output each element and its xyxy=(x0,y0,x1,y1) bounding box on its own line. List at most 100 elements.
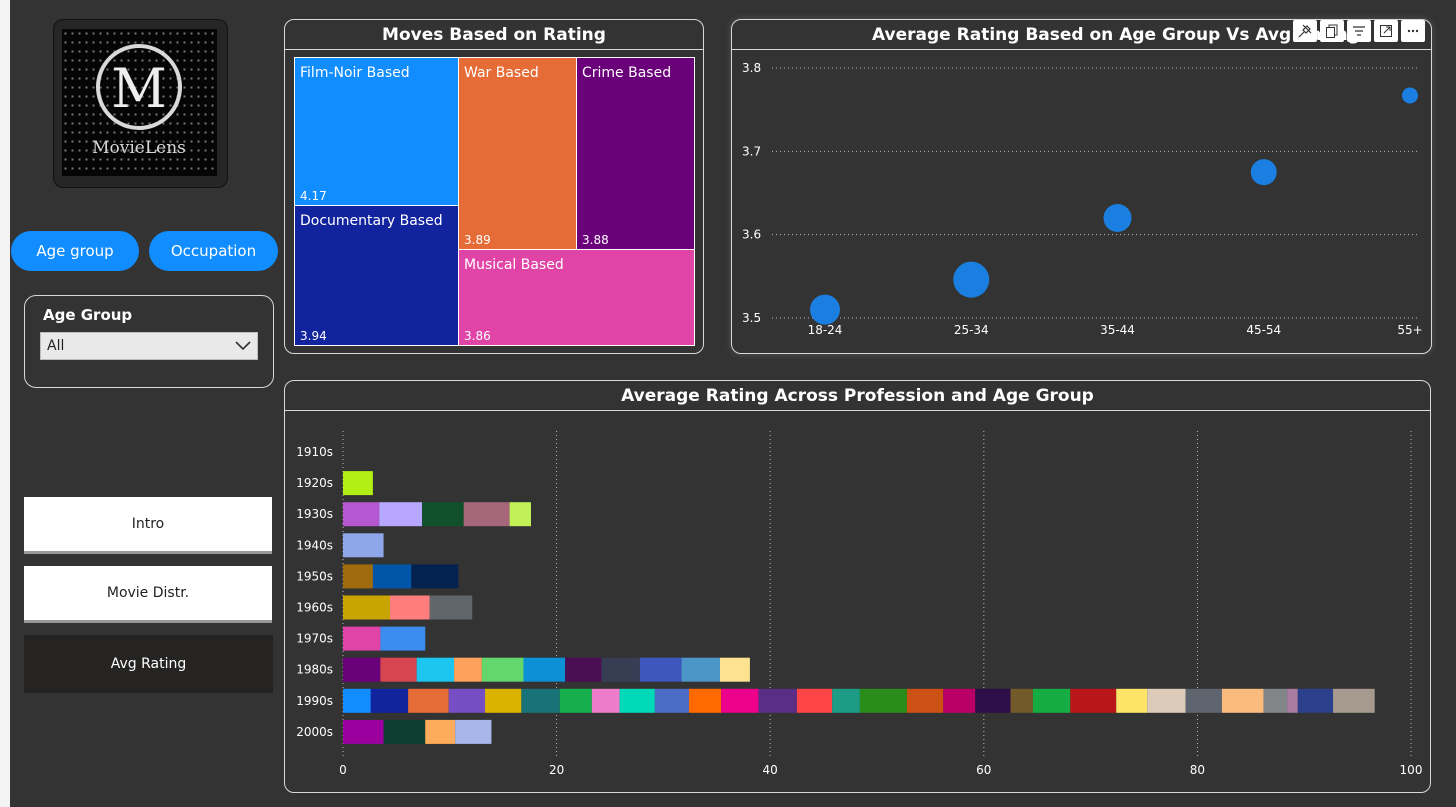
scatter-point[interactable] xyxy=(1402,87,1418,104)
bar-segment[interactable] xyxy=(380,657,417,682)
bar-segment[interactable] xyxy=(565,657,602,682)
bar-segment[interactable] xyxy=(681,657,721,682)
bar-segment[interactable] xyxy=(1221,688,1264,713)
bar-segment[interactable] xyxy=(422,502,464,527)
bar-segment[interactable] xyxy=(1185,688,1222,713)
logo-ring xyxy=(96,44,182,130)
age-group-dropdown[interactable]: All xyxy=(40,332,258,360)
nav-intro-button[interactable]: Intro xyxy=(24,497,272,554)
bar-segment[interactable] xyxy=(1147,688,1186,713)
bar-segment[interactable] xyxy=(448,688,486,713)
scatter-point[interactable] xyxy=(1250,159,1277,186)
scatter-x-tick: 25-34 xyxy=(954,323,989,337)
bar-segment[interactable] xyxy=(721,688,759,713)
bar-segment[interactable] xyxy=(832,688,860,713)
bar-segment[interactable] xyxy=(416,657,455,682)
bar-segment[interactable] xyxy=(1116,688,1148,713)
nav-avg-rating-button[interactable]: Avg Rating xyxy=(24,635,273,693)
bar-chart-title: Average Rating Across Profession and Age… xyxy=(285,381,1430,411)
bar-segment[interactable] xyxy=(379,502,423,527)
bar-segment[interactable] xyxy=(343,533,384,558)
bar-segment[interactable] xyxy=(343,502,380,527)
bar-segment[interactable] xyxy=(523,657,566,682)
filter-icon[interactable] xyxy=(1347,20,1371,42)
bar-segment[interactable] xyxy=(454,657,482,682)
bar-segment[interactable] xyxy=(463,502,510,527)
bar-segment[interactable] xyxy=(975,688,1011,713)
bar-segment[interactable] xyxy=(485,688,522,713)
bar-segment[interactable] xyxy=(343,688,371,713)
scatter-x-tick: 35-44 xyxy=(1100,323,1135,337)
bar-segment[interactable] xyxy=(509,502,531,527)
bar-segment[interactable] xyxy=(372,564,412,589)
focus-mode-icon[interactable] xyxy=(1374,20,1398,42)
bar-segment[interactable] xyxy=(429,595,473,620)
treemap-tile-documentary[interactable]: Documentary Based 3.94 xyxy=(294,205,459,346)
bar-segment[interactable] xyxy=(1032,688,1071,713)
bar-segment[interactable] xyxy=(601,657,640,682)
bar-segment[interactable] xyxy=(943,688,976,713)
bar-segment[interactable] xyxy=(654,688,690,713)
bar-segment[interactable] xyxy=(1263,688,1288,713)
bar-segment[interactable] xyxy=(425,719,456,744)
bar-segment[interactable] xyxy=(521,688,560,713)
scatter-y-tick: 3.5 xyxy=(742,311,761,325)
bar-segment[interactable] xyxy=(758,688,797,713)
bar-segment[interactable] xyxy=(481,657,524,682)
bar-segment[interactable] xyxy=(383,719,426,744)
tile-label: Crime Based xyxy=(582,65,672,81)
logo-name: MovieLens xyxy=(92,138,186,158)
treemap-tile-war[interactable]: War Based 3.89 xyxy=(458,57,577,250)
bar-segment[interactable] xyxy=(343,595,390,620)
treemap-tile-crime[interactable]: Crime Based 3.88 xyxy=(576,57,695,250)
bar-segment[interactable] xyxy=(639,657,682,682)
more-options-icon[interactable] xyxy=(1401,20,1425,42)
tile-value: 3.94 xyxy=(300,329,327,343)
bar-segment[interactable] xyxy=(455,719,492,744)
bar-x-tick: 0 xyxy=(339,763,347,777)
bar-segment[interactable] xyxy=(1297,688,1334,713)
bar-segment[interactable] xyxy=(619,688,655,713)
movielens-logo: M MovieLens xyxy=(62,29,217,176)
bar-segment[interactable] xyxy=(859,688,907,713)
bar-y-tick: 1990s xyxy=(296,694,333,708)
bar-segment[interactable] xyxy=(343,471,373,496)
age-group-button[interactable]: Age group xyxy=(11,231,139,271)
bar-segment[interactable] xyxy=(1287,688,1298,713)
bar-segment[interactable] xyxy=(411,564,459,589)
bar-segment[interactable] xyxy=(720,657,750,682)
treemap-tile-film-noir[interactable]: Film-Noir Based 4.17 xyxy=(294,57,459,206)
scatter-point[interactable] xyxy=(1103,204,1132,232)
nav-movie-distr-button[interactable]: Movie Distr. xyxy=(24,566,272,623)
scatter-point[interactable] xyxy=(953,261,990,298)
tile-label: Documentary Based xyxy=(300,213,443,229)
bar-segment[interactable] xyxy=(906,688,944,713)
bar-segment[interactable] xyxy=(343,657,381,682)
treemap-visual: Moves Based on Rating Film-Noir Based 4.… xyxy=(284,19,704,354)
bar-segment[interactable] xyxy=(408,688,449,713)
bar-segment[interactable] xyxy=(559,688,592,713)
bar-y-tick: 1980s xyxy=(296,663,333,677)
bar-segment[interactable] xyxy=(343,626,381,651)
copy-icon[interactable] xyxy=(1320,20,1344,42)
occupation-button[interactable]: Occupation xyxy=(149,231,278,271)
bar-segment[interactable] xyxy=(591,688,620,713)
bar-segment[interactable] xyxy=(796,688,833,713)
pin-icon[interactable] xyxy=(1293,20,1317,42)
scatter-x-tick: 18-24 xyxy=(808,323,843,337)
bar-y-tick: 2000s xyxy=(296,725,333,739)
bar-segment[interactable] xyxy=(1010,688,1033,713)
chevron-svg xyxy=(235,341,251,351)
bar-segment[interactable] xyxy=(1333,688,1375,713)
age-group-slicer: Age Group All xyxy=(24,295,274,388)
bar-segment[interactable] xyxy=(1070,688,1117,713)
bar-segment[interactable] xyxy=(389,595,430,620)
bar-segment[interactable] xyxy=(343,719,384,744)
bar-segment[interactable] xyxy=(343,564,373,589)
scatter-point[interactable] xyxy=(810,294,840,325)
bar-segment[interactable] xyxy=(380,626,426,651)
bar-segment[interactable] xyxy=(689,688,722,713)
treemap-tile-musical[interactable]: Musical Based 3.86 xyxy=(458,249,695,346)
tile-value: 4.17 xyxy=(300,189,327,203)
bar-segment[interactable] xyxy=(370,688,409,713)
